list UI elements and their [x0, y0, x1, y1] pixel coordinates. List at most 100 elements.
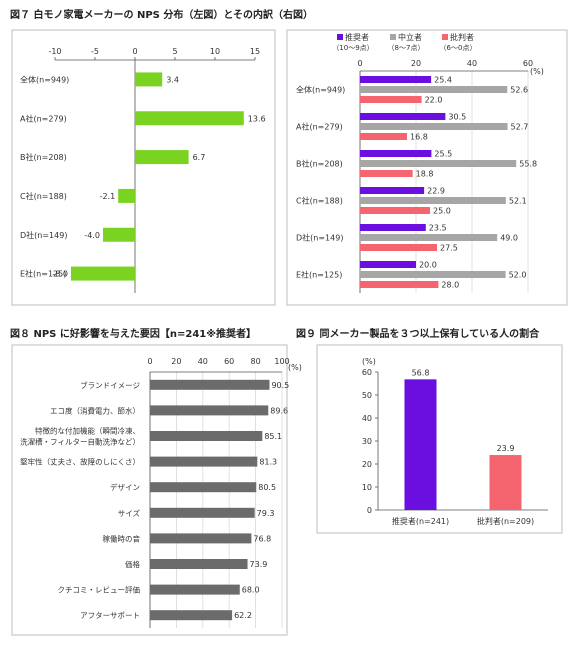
- fig7-right-bar: [360, 261, 416, 268]
- figure9-frame: [316, 344, 563, 534]
- fig7-right-category-label: B社(n=208): [296, 159, 343, 169]
- fig7-right-x-tick-label: 40: [467, 59, 477, 68]
- fig7-right-value-label: 25.4: [434, 76, 452, 85]
- fig8-value-label: 81.3: [259, 458, 277, 467]
- figure8-frame: [11, 344, 288, 636]
- fig8-bar: [150, 533, 252, 544]
- fig7-right-bar: [360, 160, 517, 167]
- fig8-bar: [150, 456, 258, 467]
- fig7-right-value-label: 52.6: [510, 86, 528, 95]
- fig7-left-value-label: -2.1: [100, 192, 116, 201]
- fig7-right-value-label: 27.5: [440, 244, 458, 253]
- fig7-right-value-label: 20.0: [419, 261, 437, 270]
- fig7-legend-sublabel: （8～7点）: [388, 44, 425, 52]
- fig9-value-label: 23.9: [497, 444, 515, 453]
- fig7-right-category-label: A社(n=279): [296, 122, 343, 132]
- figure8-title: 図８ NPS に好影響を与えた要因【n=241※推奨者】: [10, 329, 256, 340]
- fig7-left-category-label: B社(n=208): [20, 152, 67, 162]
- fig7-legend-sublabel: （6～0点）: [440, 44, 477, 52]
- fig9-bar: [489, 455, 522, 510]
- fig7-right-bar: [360, 281, 439, 288]
- fig7-right-bar: [360, 170, 413, 177]
- fig8-bar: [150, 584, 240, 595]
- fig8-x-tick-label: 40: [198, 357, 208, 366]
- fig7-right-value-label: 49.0: [500, 234, 518, 243]
- fig7-right-value-label: 16.8: [410, 133, 428, 142]
- fig7-left-value-label: 3.4: [166, 75, 179, 84]
- fig7-left-x-tick-label: 15: [250, 47, 260, 56]
- fig7-right-x-tick-label: 20: [411, 59, 421, 68]
- fig7-right-value-label: 25.5: [434, 150, 452, 159]
- fig8-x-tick-label: 100: [274, 357, 289, 366]
- figure9-title: 図９ 同メーカー製品を３つ以上保有している人の割合: [296, 329, 540, 340]
- fig7-left-category-label: 全体(n=949): [20, 74, 69, 84]
- fig8-x-tick-label: 20: [171, 357, 181, 366]
- fig7-legend-swatch: [442, 34, 448, 40]
- fig8-value-label: 76.8: [253, 534, 271, 543]
- fig7-right-bar: [360, 133, 408, 140]
- fig7-right-value-label: 55.8: [519, 160, 537, 169]
- fig7-right-value-label: 52.1: [509, 197, 527, 206]
- fig8-unit-label: (%): [288, 363, 302, 372]
- fig7-left-bar: [118, 188, 135, 203]
- fig8-category-label: 価格: [125, 559, 140, 569]
- fig8-bar: [150, 379, 270, 390]
- fig8-value-label: 79.3: [257, 509, 275, 518]
- fig7-right-category-label: C社(n=188): [296, 196, 343, 206]
- fig7-left-value-label: 13.6: [248, 114, 266, 123]
- fig7-right-x-tick-label: 60: [523, 59, 533, 68]
- fig7-left-x-tick-label: 5: [172, 47, 177, 56]
- fig8-category-label: 洗濯槽・フィルター自動洗浄など）: [20, 437, 140, 447]
- fig7-legend-label: 中立者: [398, 32, 422, 42]
- fig7-legend-label: 批判者: [450, 32, 474, 42]
- fig7-right-category-label: D社(n=149): [296, 233, 343, 243]
- fig7-right-value-label: 28.0: [441, 281, 459, 290]
- fig9-category-label: 推奨者(n=241): [392, 516, 449, 526]
- fig8-category-label: エコ度（消費電力、節水）: [50, 405, 140, 415]
- fig8-category-label: 堅牢性（丈夫さ、故障のしにくさ）: [20, 457, 140, 467]
- fig7-right-value-label: 23.5: [429, 224, 447, 233]
- fig7-left-category-label: E社(n=125): [20, 269, 66, 279]
- fig7-right-value-label: 25.0: [433, 207, 451, 216]
- fig8-x-tick-label: 80: [251, 357, 261, 366]
- fig8-value-label: 85.1: [264, 432, 282, 441]
- fig7-right-bar: [360, 187, 425, 194]
- fig7-right-value-label: 22.9: [427, 187, 445, 196]
- fig7-right-value-label: 52.0: [509, 271, 527, 280]
- fig7-right-bar: [360, 197, 506, 204]
- fig7-right-value-label: 18.8: [416, 170, 434, 179]
- fig9-category-label: 批判者(n=209): [477, 516, 534, 526]
- fig8-bar: [150, 405, 269, 416]
- fig7-left-x-tick-label: -10: [48, 47, 61, 56]
- fig8-bar: [150, 559, 248, 569]
- fig8-x-tick-label: 60: [224, 357, 234, 366]
- fig7-right-bar: [360, 271, 506, 278]
- fig7-right-bar: [360, 76, 432, 83]
- fig7-left-x-tick-label: 10: [210, 47, 220, 56]
- fig7-right-bar: [360, 96, 422, 103]
- fig7-right-unit-label: (%): [530, 67, 544, 76]
- fig7-right-category-label: E社(n=125): [296, 270, 342, 280]
- fig8-bar: [150, 507, 255, 518]
- fig7-legend-swatch: [390, 34, 396, 40]
- fig9-y-tick-label: 0: [367, 506, 372, 515]
- fig7-right-bar: [360, 113, 446, 120]
- fig7-right-bar: [360, 123, 508, 130]
- fig9-value-label: 56.8: [412, 368, 430, 377]
- fig9-y-tick-label: 30: [362, 437, 372, 446]
- fig7-left-value-label: -8.0: [52, 270, 68, 279]
- fig9-unit-label: (%): [362, 357, 376, 366]
- fig7-legend-label: 推奨者: [345, 32, 369, 42]
- fig7-left-value-label: 6.7: [193, 153, 206, 162]
- fig7-right-bar: [360, 234, 498, 241]
- fig7-left-x-tick-label: -5: [91, 47, 99, 56]
- fig8-value-label: 90.5: [271, 381, 289, 390]
- fig7-left-bar: [135, 111, 244, 126]
- fig8-bar: [150, 610, 233, 621]
- fig7-left-category-label: A社(n=279): [20, 113, 67, 123]
- fig8-x-tick-label: 0: [147, 357, 152, 366]
- figure7-title: 図７ 白モノ家電メーカーの NPS 分布（左図）とその内訳（右図）: [10, 10, 314, 21]
- fig7-right-x-tick-label: 0: [357, 59, 362, 68]
- fig9-y-tick-label: 50: [362, 391, 372, 400]
- fig8-value-label: 68.0: [242, 586, 260, 595]
